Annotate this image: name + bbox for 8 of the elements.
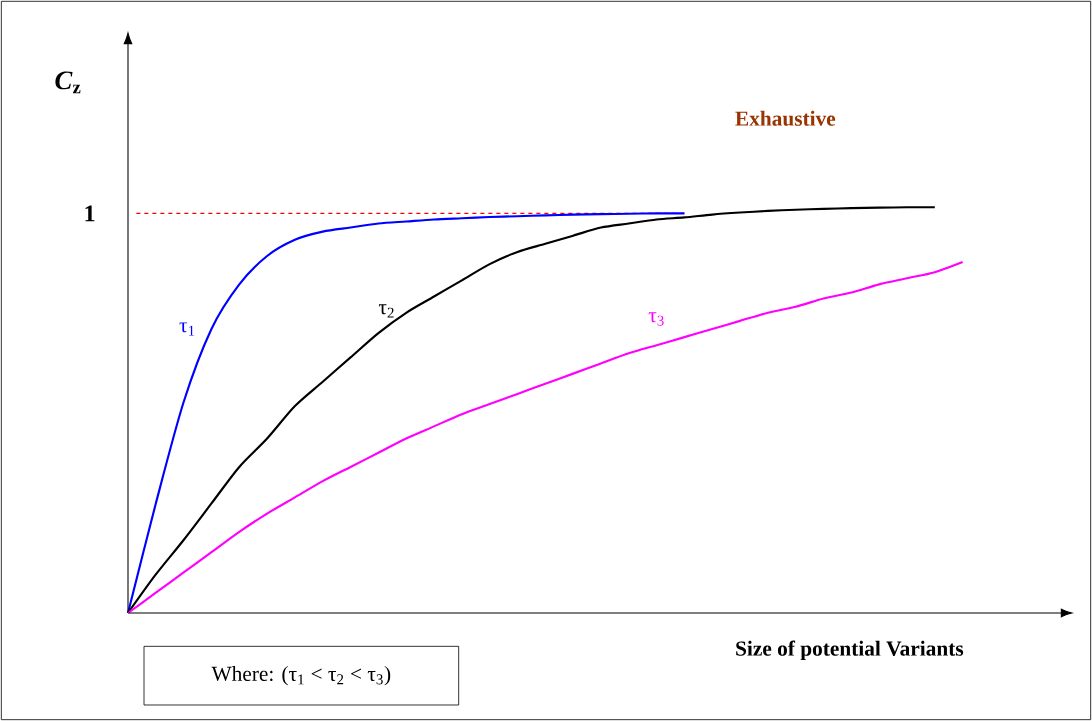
- x-axis-title: Size of potential Variants: [736, 640, 964, 661]
- text: Exhaustive: [735, 110, 836, 126]
- series-label: τ$_{3}$: [648, 312, 664, 326]
- text: Where: (τ$_{1}$ < τ$_{2}$ < τ$_{3}$): [211, 665, 391, 686]
- ref-line-label: 1: [85, 205, 95, 222]
- y-axis-title: C$_{z}$: [55, 71, 81, 94]
- series-label: τ$_{1}$: [179, 322, 195, 336]
- series-label: τ$_{2}$: [378, 304, 394, 318]
